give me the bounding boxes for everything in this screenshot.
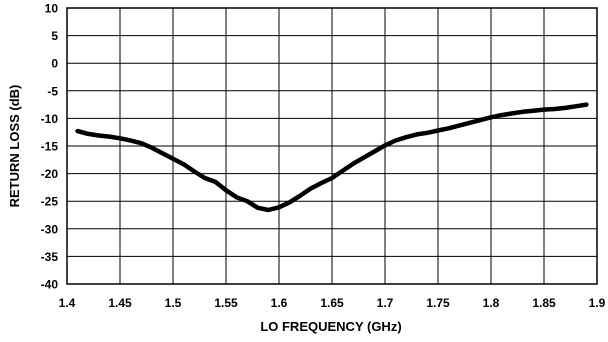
series-layer xyxy=(75,102,589,213)
plot-border xyxy=(66,7,598,285)
y-tick-labels: 10 5 0 -5 -10 -15 -20 -25 -30 -35 -40 xyxy=(41,2,59,292)
x-tick-label: 1.8 xyxy=(483,296,500,310)
x-tick-label: 1.85 xyxy=(532,296,556,310)
x-tick-label: 1.9 xyxy=(589,296,606,310)
plot-frame xyxy=(66,7,598,285)
y-tick-label: -25 xyxy=(41,195,59,209)
y-tick-label: -5 xyxy=(47,84,58,98)
x-tick-label: 1.45 xyxy=(108,296,132,310)
x-tick-label: 1.65 xyxy=(320,296,344,310)
y-tick-label: -10 xyxy=(41,112,59,126)
x-tick-label: 1.55 xyxy=(214,296,238,310)
y-tick-label: -15 xyxy=(41,140,59,154)
y-tick-label: 10 xyxy=(45,2,59,16)
y-tick-label: 5 xyxy=(51,29,58,43)
y-axis-label: RETURN LOSS (dB) xyxy=(7,85,22,208)
y-tick-label: 0 xyxy=(51,57,58,71)
x-tick-labels: 1.4 1.45 1.5 1.55 1.6 1.65 1.7 1.75 1.8 1.85 1.9 xyxy=(59,296,606,310)
x-tick-label: 1.75 xyxy=(426,296,450,310)
x-tick-label: 1.5 xyxy=(165,296,182,310)
x-tick-label: 1.7 xyxy=(377,296,394,310)
x-axis-label: LO FREQUENCY (GHz) xyxy=(260,319,401,334)
x-tick-label: 1.4 xyxy=(59,296,76,310)
y-tick-label: -35 xyxy=(41,250,59,264)
x-tick-label: 1.6 xyxy=(271,296,288,310)
y-tick-label: -40 xyxy=(41,278,59,292)
y-tick-label: -20 xyxy=(41,167,59,181)
y-tick-label: -30 xyxy=(41,222,59,236)
series-line xyxy=(75,102,589,213)
